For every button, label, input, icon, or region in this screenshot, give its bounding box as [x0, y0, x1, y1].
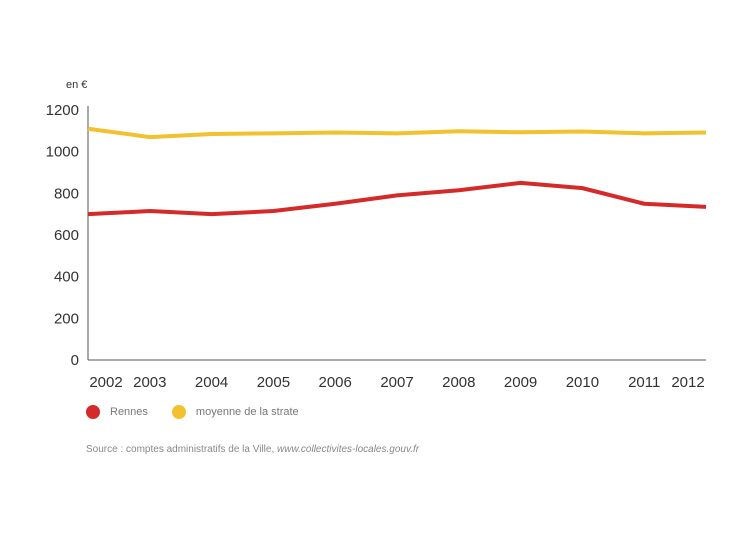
series-line-rennes: [87, 180, 707, 217]
source-link[interactable]: www.collectivites-locales.gouv.fr: [277, 444, 420, 455]
y-tick-label: 200: [54, 310, 79, 327]
line-chart: en € 0 200 400 600 800 1000 1200 2002 2003 2004 2…: [46, 79, 707, 391]
x-tick-label: 2012: [671, 374, 704, 391]
y-tick-label: 1200: [46, 102, 79, 119]
x-tick-label: 2008: [442, 374, 475, 391]
x-tick-label: 2011: [628, 374, 660, 391]
y-unit-label: en €: [66, 79, 87, 91]
y-tick-label: 0: [71, 352, 79, 369]
legend-label-rennes: Rennes: [110, 406, 148, 418]
legend-dot-rennes: [86, 405, 100, 419]
x-tick-label: 2006: [319, 374, 352, 391]
y-tick-label: 600: [54, 227, 79, 244]
legend-item-rennes: Rennes: [86, 405, 148, 419]
legend-dot-moyenne: [171, 405, 186, 419]
y-tick-label: 400: [54, 269, 79, 286]
source-prefix: Source : comptes administratifs de la Vi…: [86, 444, 278, 455]
legend: Rennes moyenne de la strate: [86, 405, 323, 419]
legend-item-moyenne: moyenne de la strate: [171, 405, 299, 419]
x-tick-label: 2005: [257, 374, 290, 391]
x-tick-label: 2004: [195, 374, 228, 391]
x-tick-label: 2010: [566, 374, 599, 391]
y-tick-label: 1000: [46, 144, 79, 161]
x-tick-label: 2002: [89, 374, 122, 391]
y-tick-label: 800: [54, 185, 79, 202]
series-line-moyenne-strate: [87, 126, 707, 140]
legend-label-moyenne: moyenne de la strate: [195, 406, 299, 418]
x-tick-label: 2003: [133, 374, 166, 391]
x-tick-label: 2009: [504, 374, 537, 391]
x-tick-label: 2007: [380, 374, 413, 391]
source-note: Source : comptes administratifs de la Vi…: [86, 444, 419, 455]
